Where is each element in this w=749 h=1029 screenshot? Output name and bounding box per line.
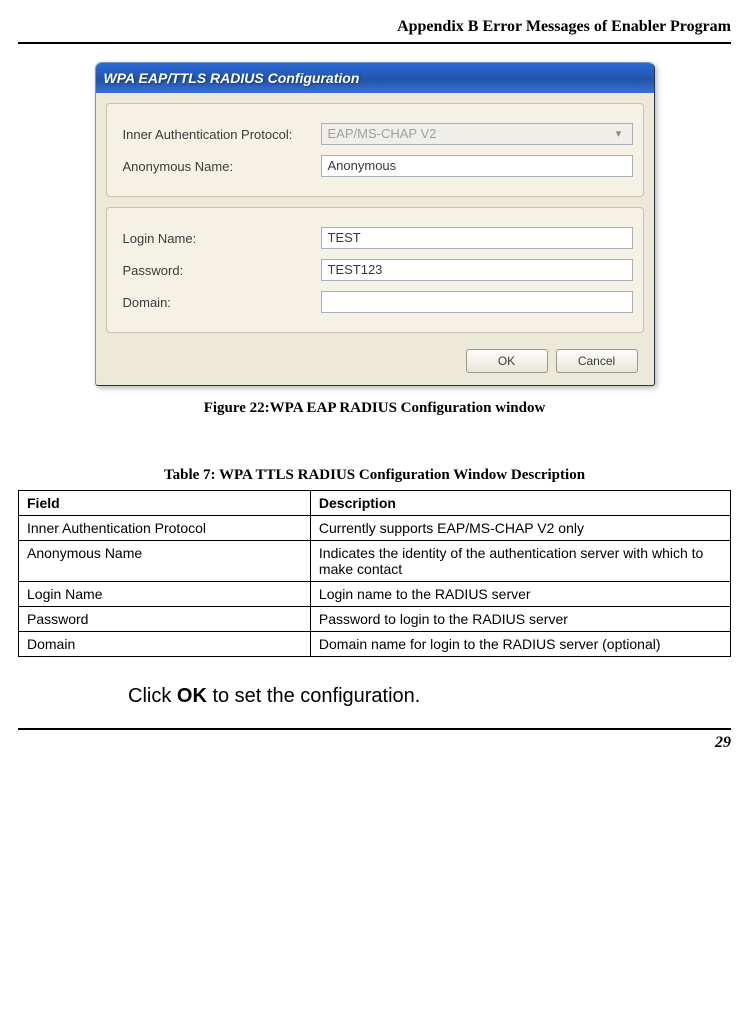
- ok-button[interactable]: OK: [466, 349, 548, 373]
- select-protocol-value: EAP/MS-CHAP V2: [328, 124, 437, 144]
- instruction-bold: OK: [177, 685, 207, 707]
- label-login: Login Name:: [117, 231, 317, 246]
- td-field: Password: [19, 607, 311, 632]
- dialog-buttons: OK Cancel: [106, 343, 644, 377]
- td-desc: Domain name for login to the RADIUS serv…: [310, 632, 730, 657]
- select-protocol[interactable]: EAP/MS-CHAP V2 ▾: [321, 123, 633, 145]
- chevron-down-icon: ▾: [612, 124, 626, 144]
- dialog-title: WPA EAP/TTLS RADIUS Configuration: [104, 70, 360, 86]
- table-row: Password Password to login to the RADIUS…: [19, 607, 731, 632]
- row-password: Password: TEST123: [117, 254, 633, 286]
- figure-caption: Figure 22:WPA EAP RADIUS Configuration w…: [18, 400, 731, 417]
- label-protocol: Inner Authentication Protocol:: [117, 127, 317, 142]
- page-number: 29: [18, 734, 731, 752]
- td-desc: Currently supports EAP/MS-CHAP V2 only: [310, 516, 730, 541]
- row-domain: Domain:: [117, 286, 633, 318]
- td-desc: Login name to the RADIUS server: [310, 582, 730, 607]
- td-desc: Indicates the identity of the authentica…: [310, 541, 730, 582]
- page-header: Appendix B Error Messages of Enabler Pro…: [18, 12, 731, 42]
- td-field: Domain: [19, 632, 311, 657]
- dialog-titlebar: WPA EAP/TTLS RADIUS Configuration: [96, 63, 654, 93]
- td-desc: Password to login to the RADIUS server: [310, 607, 730, 632]
- th-desc: Description: [310, 491, 730, 516]
- td-field: Login Name: [19, 582, 311, 607]
- row-protocol: Inner Authentication Protocol: EAP/MS-CH…: [117, 118, 633, 150]
- th-field: Field: [19, 491, 311, 516]
- instruction-pre: Click: [128, 685, 177, 707]
- header-rule: [18, 42, 731, 44]
- input-anon-value: Anonymous: [328, 156, 397, 176]
- group-auth: Inner Authentication Protocol: EAP/MS-CH…: [106, 103, 644, 197]
- input-password[interactable]: TEST123: [321, 259, 633, 281]
- dialog-body: Inner Authentication Protocol: EAP/MS-CH…: [96, 93, 654, 385]
- table-row: Login Name Login name to the RADIUS serv…: [19, 582, 731, 607]
- description-table: Field Description Inner Authentication P…: [18, 490, 731, 657]
- table-header-row: Field Description: [19, 491, 731, 516]
- label-password: Password:: [117, 263, 317, 278]
- label-domain: Domain:: [117, 295, 317, 310]
- input-login-value: TEST: [328, 228, 361, 248]
- input-login[interactable]: TEST: [321, 227, 633, 249]
- row-login: Login Name: TEST: [117, 222, 633, 254]
- input-domain[interactable]: [321, 291, 633, 313]
- input-password-value: TEST123: [328, 260, 383, 280]
- td-field: Anonymous Name: [19, 541, 311, 582]
- table-row: Domain Domain name for login to the RADI…: [19, 632, 731, 657]
- row-anon: Anonymous Name: Anonymous: [117, 150, 633, 182]
- td-field: Inner Authentication Protocol: [19, 516, 311, 541]
- footer-rule: [18, 728, 731, 730]
- group-login: Login Name: TEST Password: TEST123 Domai…: [106, 207, 644, 333]
- dialog-window: WPA EAP/TTLS RADIUS Configuration Inner …: [95, 62, 655, 386]
- label-anon: Anonymous Name:: [117, 159, 317, 174]
- table-row: Anonymous Name Indicates the identity of…: [19, 541, 731, 582]
- instruction-line: Click OK to set the configuration.: [128, 685, 731, 708]
- input-anon[interactable]: Anonymous: [321, 155, 633, 177]
- instruction-post: to set the configuration.: [207, 685, 420, 707]
- table-caption: Table 7: WPA TTLS RADIUS Configuration W…: [18, 467, 731, 484]
- cancel-button[interactable]: Cancel: [556, 349, 638, 373]
- table-row: Inner Authentication Protocol Currently …: [19, 516, 731, 541]
